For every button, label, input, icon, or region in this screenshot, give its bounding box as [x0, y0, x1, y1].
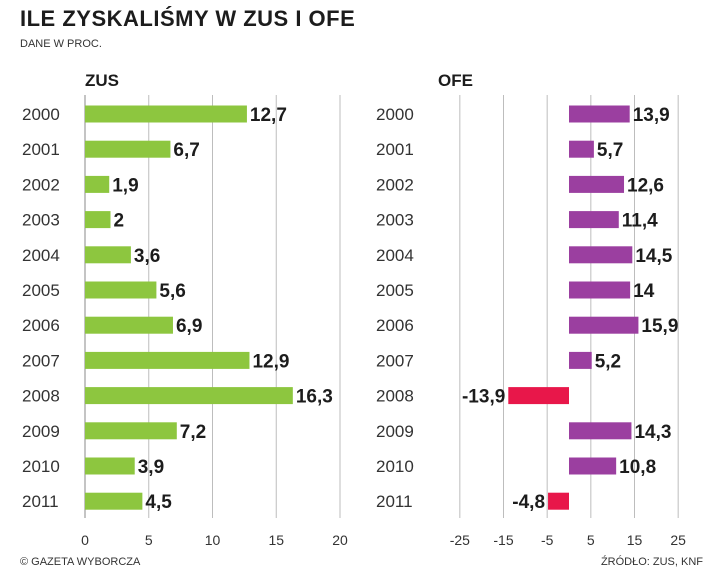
ofe-value-label: 14 [633, 281, 655, 302]
ofe-value-label: 14,3 [634, 422, 671, 443]
ofe-bar [569, 351, 592, 369]
zus-tick-label: 15 [268, 532, 284, 548]
ofe-year-label: 2008 [376, 387, 414, 406]
zus-value-label: 7,2 [180, 422, 206, 443]
zus-value-label: 12,9 [252, 351, 289, 372]
ofe-bar [569, 281, 631, 299]
ofe-value-label: 5,7 [597, 140, 623, 161]
zus-value-label: 6,9 [176, 316, 202, 337]
zus-year-label: 2006 [22, 316, 60, 335]
ofe-year-label: 2007 [376, 351, 414, 370]
zus-year-label: 2010 [22, 457, 60, 476]
ofe-value-label: 15,9 [641, 316, 678, 337]
zus-year-label: 2002 [22, 175, 60, 194]
ofe-bar [569, 105, 630, 123]
zus-value-label: 6,7 [173, 140, 199, 161]
zus-bar [85, 211, 111, 229]
data-source: ŹRÓDŁO: ZUS, KNF [600, 556, 703, 568]
zus-tick-label: 10 [205, 532, 221, 548]
ofe-value-label: 12,6 [627, 175, 664, 196]
zus-value-label: 3,9 [138, 457, 164, 478]
zus-year-label: 2011 [22, 492, 59, 511]
zus-year-label: 2007 [22, 351, 60, 370]
zus-tick-label: 0 [81, 532, 89, 548]
publisher-credit: © GAZETA WYBORCZA [20, 556, 141, 568]
zus-bar [85, 175, 110, 193]
ofe-panel-title: OFE [438, 71, 473, 90]
zus-bar [85, 316, 173, 334]
zus-year-label: 2004 [22, 246, 60, 265]
zus-tick-label: 20 [332, 532, 348, 548]
zus-value-label: 3,6 [134, 246, 160, 267]
ofe-year-label: 2000 [376, 105, 414, 124]
ofe-value-label: -13,9 [462, 387, 505, 408]
ofe-value-label: 11,4 [622, 211, 658, 232]
ofe-year-label: 2001 [376, 140, 414, 159]
zus-value-label: 5,6 [159, 281, 185, 302]
zus-bar [85, 140, 171, 158]
ofe-bar [569, 211, 619, 229]
zus-value-label: 2 [114, 211, 125, 232]
chart-title: ILE ZYSKALIŚMY W ZUS I OFE [20, 6, 356, 31]
ofe-value-label: 14,5 [635, 246, 672, 267]
ofe-tick-label: -15 [493, 532, 513, 548]
zus-bar [85, 105, 247, 123]
zus-bar [85, 246, 131, 264]
ofe-bar [569, 457, 617, 475]
ofe-tick-label: 15 [627, 532, 643, 548]
zus-bar [85, 457, 135, 475]
zus-bar [85, 492, 143, 510]
zus-value-label: 4,5 [145, 492, 172, 513]
ofe-year-label: 2002 [376, 175, 414, 194]
zus-year-label: 2009 [22, 422, 60, 441]
ofe-value-label: 13,9 [633, 105, 670, 126]
ofe-bar [548, 492, 569, 510]
zus-value-label: 1,9 [112, 175, 138, 196]
zus-bar [85, 351, 250, 369]
ofe-bar [569, 316, 639, 334]
zus-value-label: 16,3 [296, 387, 333, 408]
ofe-tick-label: 5 [587, 532, 595, 548]
zus-tick-label: 5 [145, 532, 153, 548]
ofe-year-label: 2003 [376, 211, 414, 230]
ofe-bar [569, 140, 594, 158]
ofe-tick-label: -25 [450, 532, 470, 548]
ofe-value-label: 5,2 [595, 351, 621, 372]
zus-bar [85, 387, 293, 405]
ofe-bar [569, 246, 633, 264]
ofe-year-label: 2010 [376, 457, 414, 476]
zus-year-label: 2003 [22, 211, 60, 230]
zus-year-label: 2005 [22, 281, 60, 300]
ofe-bar [569, 175, 625, 193]
zus-bar [85, 422, 177, 440]
ofe-year-label: 2005 [376, 281, 414, 300]
ofe-year-label: 2011 [376, 492, 413, 511]
ofe-tick-label: 25 [670, 532, 686, 548]
zus-panel-title: ZUS [85, 71, 119, 90]
zus-year-label: 2008 [22, 387, 60, 406]
ofe-year-label: 2006 [376, 316, 414, 335]
ofe-bar [569, 422, 632, 440]
ofe-year-label: 2004 [376, 246, 414, 265]
zus-bar [85, 281, 157, 299]
ofe-tick-label: -5 [541, 532, 554, 548]
zus-year-label: 2001 [22, 140, 60, 159]
ofe-year-label: 2009 [376, 422, 414, 441]
ofe-value-label: -4,8 [512, 492, 545, 513]
ofe-bar [508, 387, 569, 405]
zus-value-label: 12,7 [250, 105, 287, 126]
chart-subtitle: DANE W PROC. [20, 38, 102, 50]
zus-year-label: 2000 [22, 105, 60, 124]
ofe-value-label: 10,8 [619, 457, 656, 478]
